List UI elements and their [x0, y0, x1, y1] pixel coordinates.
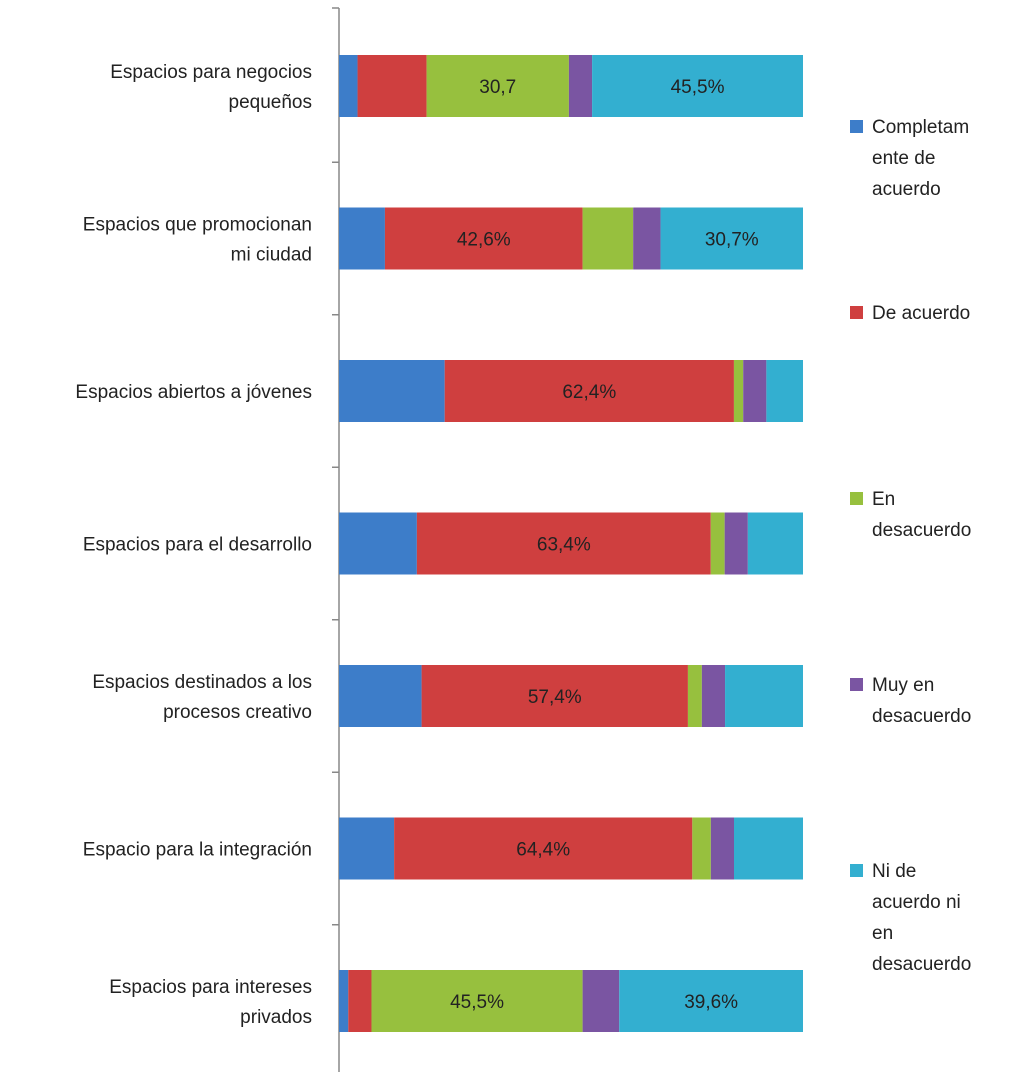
legend-swatch: [850, 864, 863, 877]
bar-segment: [444, 360, 734, 422]
bar-segment: [660, 207, 803, 270]
category-label: Espacios destinados a los procesos creati…: [92, 672, 312, 723]
bar-segment: [384, 207, 583, 270]
data-label: 42,6%: [457, 230, 511, 251]
axis: [332, 7, 340, 1072]
data-label: 39,6%: [684, 992, 738, 1013]
bar-segment: [619, 970, 803, 1032]
bar-segment: [421, 665, 688, 727]
bar-segment: [710, 817, 735, 880]
data-label: 30,7%: [705, 230, 759, 251]
data-label: 45,5%: [671, 77, 725, 98]
bar-segment: [710, 512, 725, 575]
legend-swatch: [850, 306, 863, 319]
bar-segment: [339, 512, 417, 575]
data-label: 64,4%: [516, 840, 570, 861]
bar-segment: [582, 207, 634, 270]
legend-label: Ni de acuerdo ni en desacuerdo: [872, 861, 971, 975]
category-label: Espacios que promocionan mi ciudad: [83, 215, 312, 266]
bar-segment: [582, 970, 620, 1032]
bar-segment: [339, 55, 358, 117]
category-label: Espacio para la integración: [83, 840, 312, 861]
bar-segment: [348, 970, 372, 1032]
legend-label: De acuerdo: [872, 303, 970, 324]
bar-segment: [687, 665, 702, 727]
bar-segment: [339, 207, 385, 270]
bar-segment: [733, 360, 744, 422]
legend-label: Completam ente de acuerdo: [872, 117, 969, 200]
bar-segment: [394, 817, 693, 880]
data-label: 30,7: [479, 77, 516, 98]
bar-segment: [371, 970, 583, 1032]
bar-segment: [339, 360, 445, 422]
bar-segment: [416, 512, 711, 575]
bar-segment: [692, 817, 711, 880]
legend-swatch: [850, 120, 863, 133]
category-label: Espacios abiertos a jóvenes: [75, 382, 312, 403]
bar-segment: [339, 970, 349, 1032]
bar-segment: [725, 665, 803, 727]
legend-swatch: [850, 678, 863, 691]
category-label: Espacios para negocios pequeños: [110, 62, 312, 113]
data-label: 57,4%: [528, 687, 582, 708]
category-label: Espacios para intereses privados: [109, 977, 312, 1028]
bar-segment: [766, 360, 803, 422]
legend: Completam ente de acuerdo De acuerdo En desac…: [850, 117, 971, 975]
category-label: Espacios para el desarrollo: [83, 535, 312, 556]
bar-segment: [339, 817, 395, 880]
bar-segment: [426, 55, 569, 117]
data-label: 63,4%: [537, 535, 591, 556]
bar-segment: [701, 665, 726, 727]
bar-segment: [743, 360, 767, 422]
legend-swatch: [850, 492, 863, 505]
data-label: 62,4%: [562, 382, 616, 403]
bar-segment: [724, 512, 748, 575]
bar-segment: [747, 512, 803, 575]
bar-segment: [633, 207, 661, 270]
legend-label: En desacuerdo: [872, 489, 971, 541]
bar-segment: [357, 55, 427, 117]
category-labels: Espacios para negocios pequeños Espacios q…: [75, 62, 312, 1028]
bar-segment: [568, 55, 593, 117]
bar-segment: [339, 665, 422, 727]
data-label: 45,5%: [450, 992, 504, 1013]
legend-label: Muy en desacuerdo: [872, 675, 971, 727]
bars: 30,7 45,5% 42,6% 30,7% 62,4% 63,4% 57,4% 64,4% 4…: [339, 55, 803, 1032]
bar-segment: [592, 55, 803, 117]
bar-segment: [734, 817, 803, 880]
